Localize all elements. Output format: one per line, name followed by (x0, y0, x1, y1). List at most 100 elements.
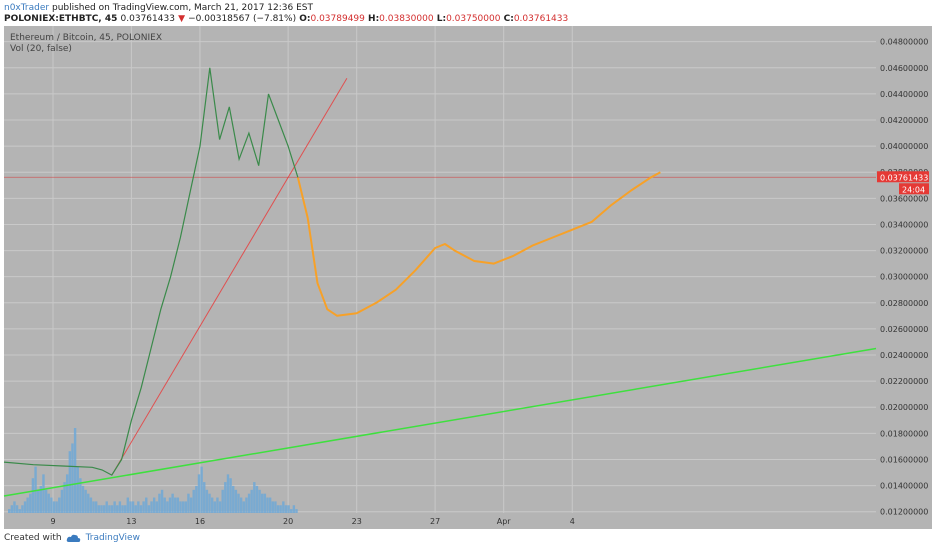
volume-bar (116, 505, 119, 513)
volume-bar (100, 505, 103, 513)
volume-bar (152, 497, 156, 513)
volume-bar (71, 443, 74, 513)
symbol-label: POLONIEX:ETHBTC, 45 (4, 14, 118, 24)
volume-bar (234, 489, 238, 513)
created-with-label: Created with (4, 533, 62, 543)
tradingview-link[interactable]: TradingView (85, 533, 140, 543)
footer: Created with TradingView (4, 533, 140, 543)
volume-bar (213, 501, 216, 513)
volume-bar (118, 501, 122, 513)
close-label: C: (503, 14, 514, 24)
y-tick-label: 0.04000000 (880, 142, 928, 151)
volume-bar (68, 451, 72, 513)
volume-bar (89, 497, 93, 513)
volume-bar (65, 474, 69, 513)
volume-bar (192, 489, 195, 513)
volume-bar (47, 493, 50, 513)
close-value: 0.03761433 (513, 14, 569, 24)
volume-bar (239, 497, 243, 513)
volume-bar (287, 505, 290, 513)
volume-bar (187, 493, 190, 513)
volume-bar (203, 482, 206, 513)
volume-bar (168, 497, 172, 513)
volume-bar (113, 501, 116, 513)
high-value: 0.03830000 (379, 14, 434, 24)
volume-bar (208, 493, 211, 513)
volume-bar (242, 501, 245, 513)
open-label: O: (299, 14, 311, 24)
volume-bar (142, 501, 145, 513)
volume-bar (258, 489, 261, 513)
x-tick-label: 27 (430, 517, 440, 526)
y-tick-label: 0.03000000 (880, 273, 928, 282)
y-tick-label: 0.02200000 (880, 377, 928, 386)
volume-bar (226, 474, 230, 513)
open-value: 0.03789499 (310, 14, 365, 24)
volume-bar (26, 497, 29, 513)
volume-bar (200, 466, 203, 513)
volume-bar (276, 505, 280, 513)
volume-bar (58, 497, 61, 513)
series-lines (3, 67, 877, 497)
volume-bar (216, 497, 219, 513)
author-link[interactable]: n0xTrader (4, 3, 50, 13)
volume-bar (210, 497, 214, 513)
volume-bar (282, 501, 285, 513)
volume-bar (279, 505, 282, 513)
volume-bar (184, 501, 187, 513)
y-tick-label: 0.01200000 (880, 508, 928, 517)
y-tick-label: 0.01800000 (880, 429, 928, 438)
volume-bar (271, 501, 274, 513)
volume-bar (181, 501, 185, 513)
volume-bar (81, 485, 85, 513)
volume-bar (55, 501, 58, 513)
plot-area[interactable] (4, 26, 876, 513)
time-axis[interactable] (4, 513, 876, 529)
volume-bar (84, 489, 87, 513)
price-series (3, 67, 299, 476)
low-label: L: (436, 14, 447, 24)
volume-bar (21, 505, 24, 513)
volume-bar (139, 505, 143, 513)
support-line (3, 347, 877, 497)
volume-bar (110, 505, 114, 513)
volume-bar (102, 505, 106, 513)
volume-bar (253, 482, 256, 513)
volume-bar (290, 509, 293, 513)
volume-bar (50, 497, 53, 513)
volume-bar (150, 501, 153, 513)
volume-bar (195, 485, 198, 513)
x-tick-label: 13 (126, 517, 136, 526)
volume-bar (94, 501, 98, 513)
ohlc-header: POLONIEX:ETHBTC, 45 0.03761433 ▼ −0.0031… (4, 14, 568, 24)
y-tick-label: 0.04200000 (880, 116, 928, 125)
countdown-tag (899, 183, 929, 195)
y-tick-label: 0.04400000 (880, 90, 928, 99)
volume-bar (13, 501, 16, 513)
volume-bar (295, 509, 298, 513)
volume-bar (247, 493, 251, 513)
y-tick-label: 0.03200000 (880, 247, 928, 256)
volume-bar (245, 497, 248, 513)
volume-bar (131, 501, 135, 513)
volume-bar (205, 489, 209, 513)
price-axis[interactable] (876, 26, 932, 529)
volume-bar (255, 485, 259, 513)
volume-bar (145, 497, 148, 513)
y-axis-ticks: 0.04800000 0.04600000 0.04400000 0.04200000… (880, 38, 928, 517)
volume-bar (266, 497, 269, 513)
price-chart[interactable]: 0.04800000 0.04600000 0.04400000 0.04200000… (0, 26, 932, 529)
y-tick-label: 0.04800000 (880, 38, 928, 47)
volume-bar (76, 466, 79, 513)
tradingview-cloud-icon (66, 534, 80, 542)
trend-line (111, 77, 348, 476)
price-tags: 0.03761433 24:04 (877, 171, 929, 195)
projection-curve (296, 171, 661, 317)
volume-bar (163, 497, 166, 513)
volume-bar (284, 505, 288, 513)
volume-bar (229, 478, 232, 513)
volume-bar (137, 501, 140, 513)
volume-bar (179, 501, 182, 513)
x-tick-label: 20 (283, 517, 293, 526)
volume-bar (36, 489, 40, 513)
